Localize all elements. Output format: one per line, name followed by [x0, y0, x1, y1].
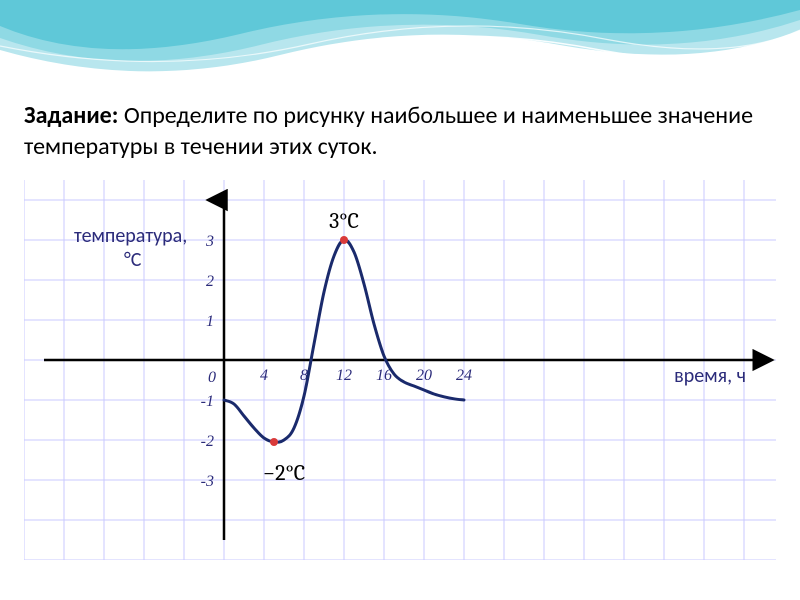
- svg-text:3: 3: [205, 233, 214, 250]
- svg-text:3°C: 3°C: [329, 208, 359, 234]
- svg-text:время, ч: время, ч: [674, 364, 746, 388]
- svg-text:0: 0: [208, 369, 216, 386]
- task-label: Задание:: [24, 101, 118, 130]
- svg-text:-1: -1: [201, 393, 214, 410]
- svg-text:24: 24: [456, 367, 472, 384]
- svg-text:-2: -2: [201, 433, 214, 450]
- task-body: Определите по рисунку наибольшее и наиме…: [24, 101, 753, 161]
- svg-text:20: 20: [416, 367, 432, 384]
- svg-text:12: 12: [336, 367, 352, 384]
- svg-text:2: 2: [206, 273, 214, 290]
- banner: [0, 0, 800, 90]
- svg-text:°C: °C: [124, 248, 142, 272]
- task-text: Задание: Определите по рисунку наибольше…: [24, 100, 776, 162]
- temperature-chart: 04812162024-3-2-1123 3°C−2°C температура…: [24, 180, 776, 560]
- svg-text:4: 4: [260, 367, 268, 384]
- banner-waves: [0, 0, 800, 90]
- svg-text:1: 1: [206, 313, 214, 330]
- svg-text:−2°C: −2°C: [263, 460, 305, 486]
- slide: { "banner": { "bg_color": "#ffffff", "wa…: [0, 0, 800, 600]
- chart-container: 04812162024-3-2-1123 3°C−2°C температура…: [24, 180, 776, 560]
- svg-text:температура,: температура,: [74, 224, 187, 248]
- svg-text:-3: -3: [201, 473, 214, 490]
